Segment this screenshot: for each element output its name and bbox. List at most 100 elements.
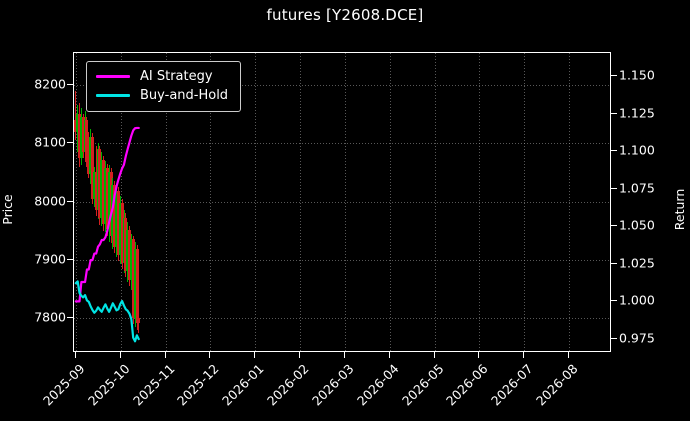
y-tickmark-right xyxy=(611,300,617,301)
candle-body xyxy=(105,167,109,230)
y-tickmark-right xyxy=(611,113,617,114)
gridline-vertical xyxy=(166,53,167,351)
x-tickmark xyxy=(344,352,345,358)
x-tickmark xyxy=(389,352,390,358)
x-tick-label: 2025-10 xyxy=(84,361,133,409)
chart-title: futures [Y2608.DCE] xyxy=(266,6,424,24)
x-tickmark xyxy=(165,352,166,358)
gridline-vertical xyxy=(300,53,301,351)
y-tick-label-right: 1.050 xyxy=(619,217,655,233)
y-tick-label-right: 1.000 xyxy=(619,292,655,308)
gridline-vertical xyxy=(76,53,77,351)
y-axis-label-left: Price xyxy=(0,194,15,225)
candle-body xyxy=(109,172,113,237)
y-tickmark-left xyxy=(67,201,73,202)
gridline-vertical xyxy=(569,53,570,351)
candle-body xyxy=(135,249,139,323)
candle-body xyxy=(91,137,95,199)
y-tickmark-right xyxy=(611,338,617,339)
gridline-horizontal xyxy=(74,318,610,319)
legend-label-ai-strategy: AI Strategy xyxy=(140,69,213,84)
candle-body xyxy=(118,202,122,256)
legend-item-buy-and-hold[interactable]: Buy-and-Hold xyxy=(96,86,228,105)
legend-swatch-ai-strategy xyxy=(96,75,130,78)
y-tickmark-left xyxy=(67,317,73,318)
legend-label-buy-and-hold: Buy-and-Hold xyxy=(140,88,229,103)
y-tickmark-left xyxy=(67,84,73,85)
candle-body xyxy=(87,161,91,174)
candle-body xyxy=(137,318,141,323)
y-tick-label-left: 7900 xyxy=(34,251,66,267)
y-tick-label-left: 7800 xyxy=(34,309,66,325)
x-tick-label: 2026-01 xyxy=(219,361,267,409)
x-tick-label: 2026-03 xyxy=(308,361,357,409)
candle-body xyxy=(107,172,111,230)
candle-body xyxy=(131,239,135,319)
gridline-horizontal xyxy=(74,143,610,144)
x-tick-label: 2025-09 xyxy=(39,361,88,409)
candle-wick xyxy=(88,131,90,179)
candle-body xyxy=(102,159,106,224)
candle-body xyxy=(133,249,137,319)
y-tickmark-right xyxy=(611,263,617,264)
y-tick-label-right: 1.025 xyxy=(619,255,655,271)
y-tickmark-left xyxy=(67,259,73,260)
gridline-vertical xyxy=(435,53,436,351)
candle-body xyxy=(89,137,93,174)
x-tickmark xyxy=(75,352,76,358)
x-tickmark xyxy=(523,352,524,358)
candle-body xyxy=(124,217,128,272)
gridline-horizontal xyxy=(74,260,610,261)
candle-body xyxy=(83,119,87,153)
line-series-ai-strategy xyxy=(74,126,140,303)
x-tick-label: 2026-05 xyxy=(398,361,447,409)
candle-body xyxy=(100,159,104,218)
candle-body xyxy=(96,149,100,211)
gridline-vertical xyxy=(479,53,480,351)
x-tick-label: 2025-12 xyxy=(174,361,222,409)
candle-wick xyxy=(75,90,77,141)
x-tickmark xyxy=(254,352,255,358)
x-tick-label: 2026-04 xyxy=(353,361,402,409)
candle-body xyxy=(94,172,98,211)
y-tickmark-right xyxy=(611,225,617,226)
y-tickmark-right xyxy=(611,150,617,151)
gridline-vertical xyxy=(121,53,122,351)
y-tick-label-left: 8000 xyxy=(34,193,66,209)
candle-body xyxy=(85,119,89,162)
x-tick-label: 2025-11 xyxy=(129,361,178,409)
candle-body xyxy=(104,167,108,224)
gridline-vertical xyxy=(524,53,525,351)
y-tickmark-right xyxy=(611,188,617,189)
candle-body xyxy=(74,119,78,132)
candle-body xyxy=(117,191,121,256)
x-tickmark xyxy=(478,352,479,358)
candle-body xyxy=(81,117,85,152)
candle-body xyxy=(79,117,83,158)
y-tickmark-right xyxy=(611,75,617,76)
x-tick-label: 2026-06 xyxy=(443,361,491,409)
x-tick-label: 2026-08 xyxy=(533,361,581,409)
plot-area[interactable]: AI Strategy Buy-and-Hold xyxy=(73,52,611,352)
candle-body xyxy=(92,172,96,199)
line-series-layer xyxy=(74,126,140,343)
gridline-horizontal xyxy=(74,85,610,86)
x-tickmark xyxy=(120,352,121,358)
x-tick-label: 2026-02 xyxy=(264,361,312,409)
candle-body xyxy=(120,202,124,263)
x-tickmark xyxy=(568,352,569,358)
y-axis-label-right: Return xyxy=(672,188,688,231)
y-tick-label-right: 1.100 xyxy=(619,142,655,158)
gridline-vertical xyxy=(210,53,211,351)
chart-legend[interactable]: AI Strategy Buy-and-Hold xyxy=(86,61,242,112)
candle-body xyxy=(126,229,130,272)
x-tickmark xyxy=(299,352,300,358)
candle-body xyxy=(113,185,117,247)
gridline-horizontal xyxy=(74,202,610,203)
y-tick-label-right: 0.975 xyxy=(619,330,655,346)
candle-body xyxy=(128,229,132,281)
line-series-buy-and-hold xyxy=(74,280,140,343)
legend-item-ai-strategy[interactable]: AI Strategy xyxy=(96,67,228,86)
y-tick-label-left: 8100 xyxy=(34,134,66,150)
y-tick-label-right: 1.125 xyxy=(619,105,655,121)
